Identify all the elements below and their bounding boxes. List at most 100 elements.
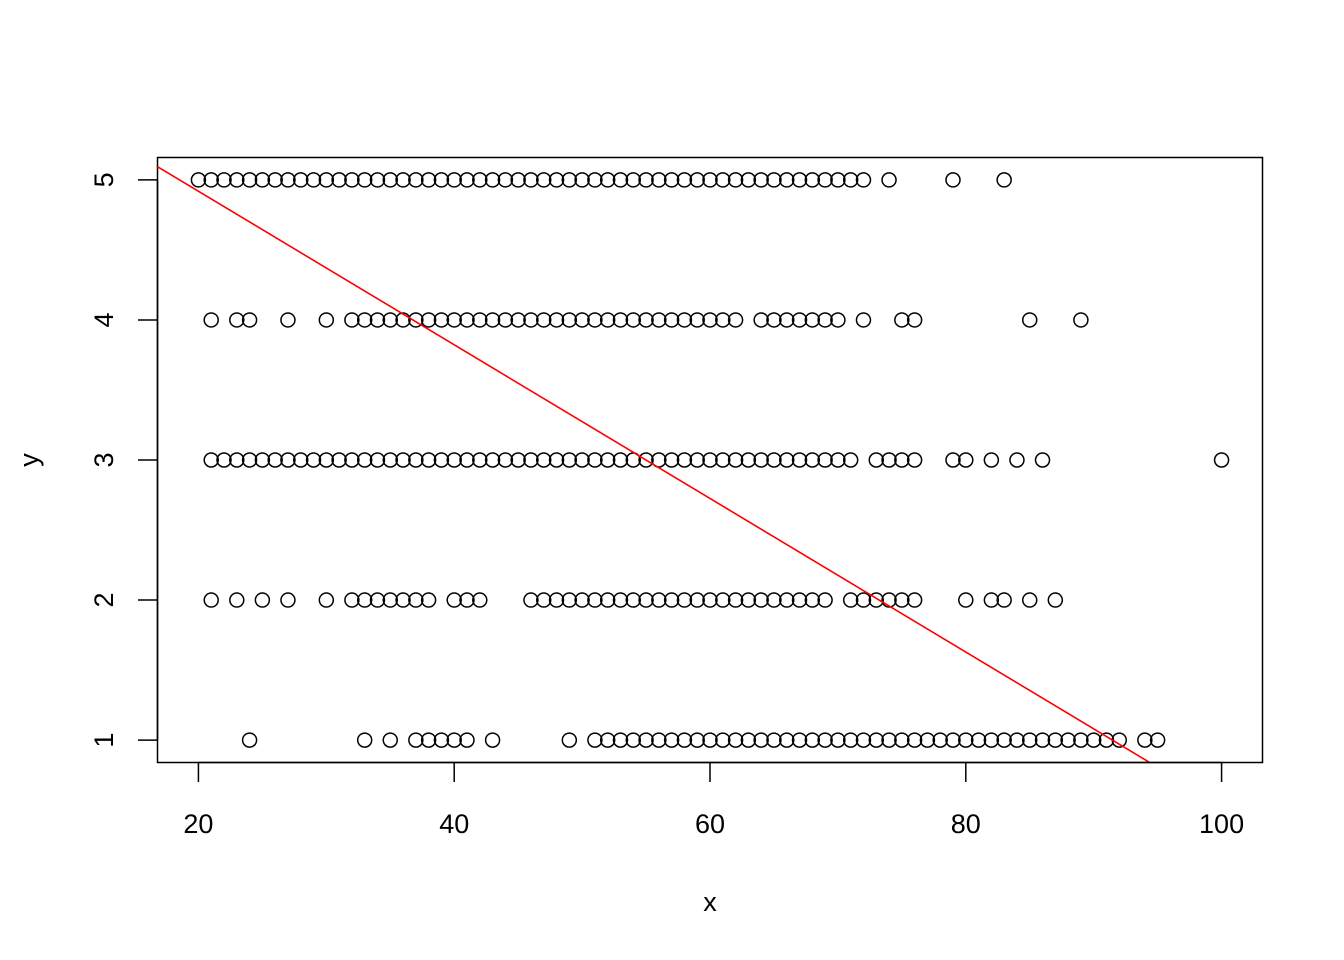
data-point	[599, 172, 616, 188]
data-point	[535, 452, 552, 468]
data-point	[855, 312, 872, 328]
data-point	[663, 732, 680, 748]
data-point	[676, 592, 693, 608]
data-point	[1047, 592, 1064, 608]
data-point	[996, 172, 1012, 188]
points-layer	[190, 172, 1230, 748]
data-point	[305, 172, 322, 188]
data-point	[1034, 452, 1051, 468]
data-point	[395, 452, 411, 468]
data-point	[868, 732, 885, 748]
data-point	[753, 452, 769, 468]
data-point	[523, 172, 539, 188]
data-point	[267, 172, 283, 188]
data-point	[830, 312, 846, 328]
data-point	[804, 452, 821, 468]
data-point	[420, 592, 437, 608]
data-point	[1021, 732, 1038, 748]
data-point	[766, 312, 782, 328]
data-point	[344, 172, 360, 188]
data-point	[804, 732, 821, 748]
data-point	[510, 312, 526, 328]
data-point	[433, 172, 450, 188]
data-point	[241, 172, 258, 188]
data-point	[881, 452, 897, 468]
data-point	[459, 312, 475, 328]
data-point	[651, 732, 667, 748]
data-point	[983, 732, 1000, 748]
data-point	[778, 452, 795, 468]
data-point	[599, 452, 616, 468]
data-point	[715, 732, 731, 748]
data-point	[535, 312, 552, 328]
data-point	[561, 172, 578, 188]
data-point	[958, 452, 974, 468]
data-point	[574, 592, 590, 608]
data-point	[472, 592, 488, 608]
data-point	[778, 592, 795, 608]
data-point	[523, 592, 539, 608]
x-tick-label: 20	[183, 809, 213, 839]
data-point	[663, 172, 680, 188]
data-point	[420, 172, 437, 188]
data-point	[548, 312, 565, 328]
data-point	[945, 172, 961, 188]
data-point	[753, 732, 769, 748]
data-point	[203, 452, 219, 468]
data-point	[472, 172, 488, 188]
data-point	[625, 312, 642, 328]
data-point	[446, 172, 462, 188]
x-tick-label: 60	[695, 809, 725, 839]
data-point	[740, 592, 757, 608]
data-point	[408, 312, 424, 328]
data-point	[638, 452, 654, 468]
data-point	[574, 172, 590, 188]
data-point	[484, 172, 501, 188]
data-point	[766, 592, 782, 608]
data-point	[817, 452, 833, 468]
data-point	[830, 732, 846, 748]
data-point	[651, 172, 667, 188]
data-point	[548, 592, 565, 608]
data-point	[740, 452, 757, 468]
data-point	[395, 312, 411, 328]
data-point	[638, 732, 654, 748]
x-tick-label: 40	[439, 809, 469, 839]
data-point	[1073, 732, 1089, 748]
data-point	[970, 732, 987, 748]
data-point	[356, 452, 373, 468]
data-point	[459, 732, 475, 748]
data-point	[459, 452, 475, 468]
data-point	[382, 312, 399, 328]
x-axis-title: x	[703, 887, 717, 917]
data-point	[190, 172, 207, 188]
data-point	[267, 452, 283, 468]
data-point	[625, 172, 642, 188]
y-tick-label: 5	[89, 172, 119, 187]
data-point	[727, 452, 744, 468]
data-point	[331, 452, 347, 468]
data-point	[395, 172, 411, 188]
data-point	[587, 172, 603, 188]
data-point	[599, 732, 616, 748]
x-tick-label: 100	[1199, 809, 1244, 839]
data-point	[753, 312, 769, 328]
data-point	[356, 592, 373, 608]
data-point	[280, 592, 296, 608]
data-point	[561, 732, 578, 748]
data-point	[855, 732, 872, 748]
data-point	[676, 732, 693, 748]
data-point	[702, 732, 718, 748]
data-point	[1021, 592, 1038, 608]
data-point	[740, 732, 757, 748]
data-point	[408, 732, 424, 748]
data-point	[727, 312, 744, 328]
data-point	[1137, 732, 1153, 748]
data-point	[292, 172, 309, 188]
data-point	[229, 172, 245, 188]
data-point	[382, 452, 399, 468]
data-point	[369, 312, 386, 328]
data-point	[574, 452, 590, 468]
data-point	[318, 452, 335, 468]
